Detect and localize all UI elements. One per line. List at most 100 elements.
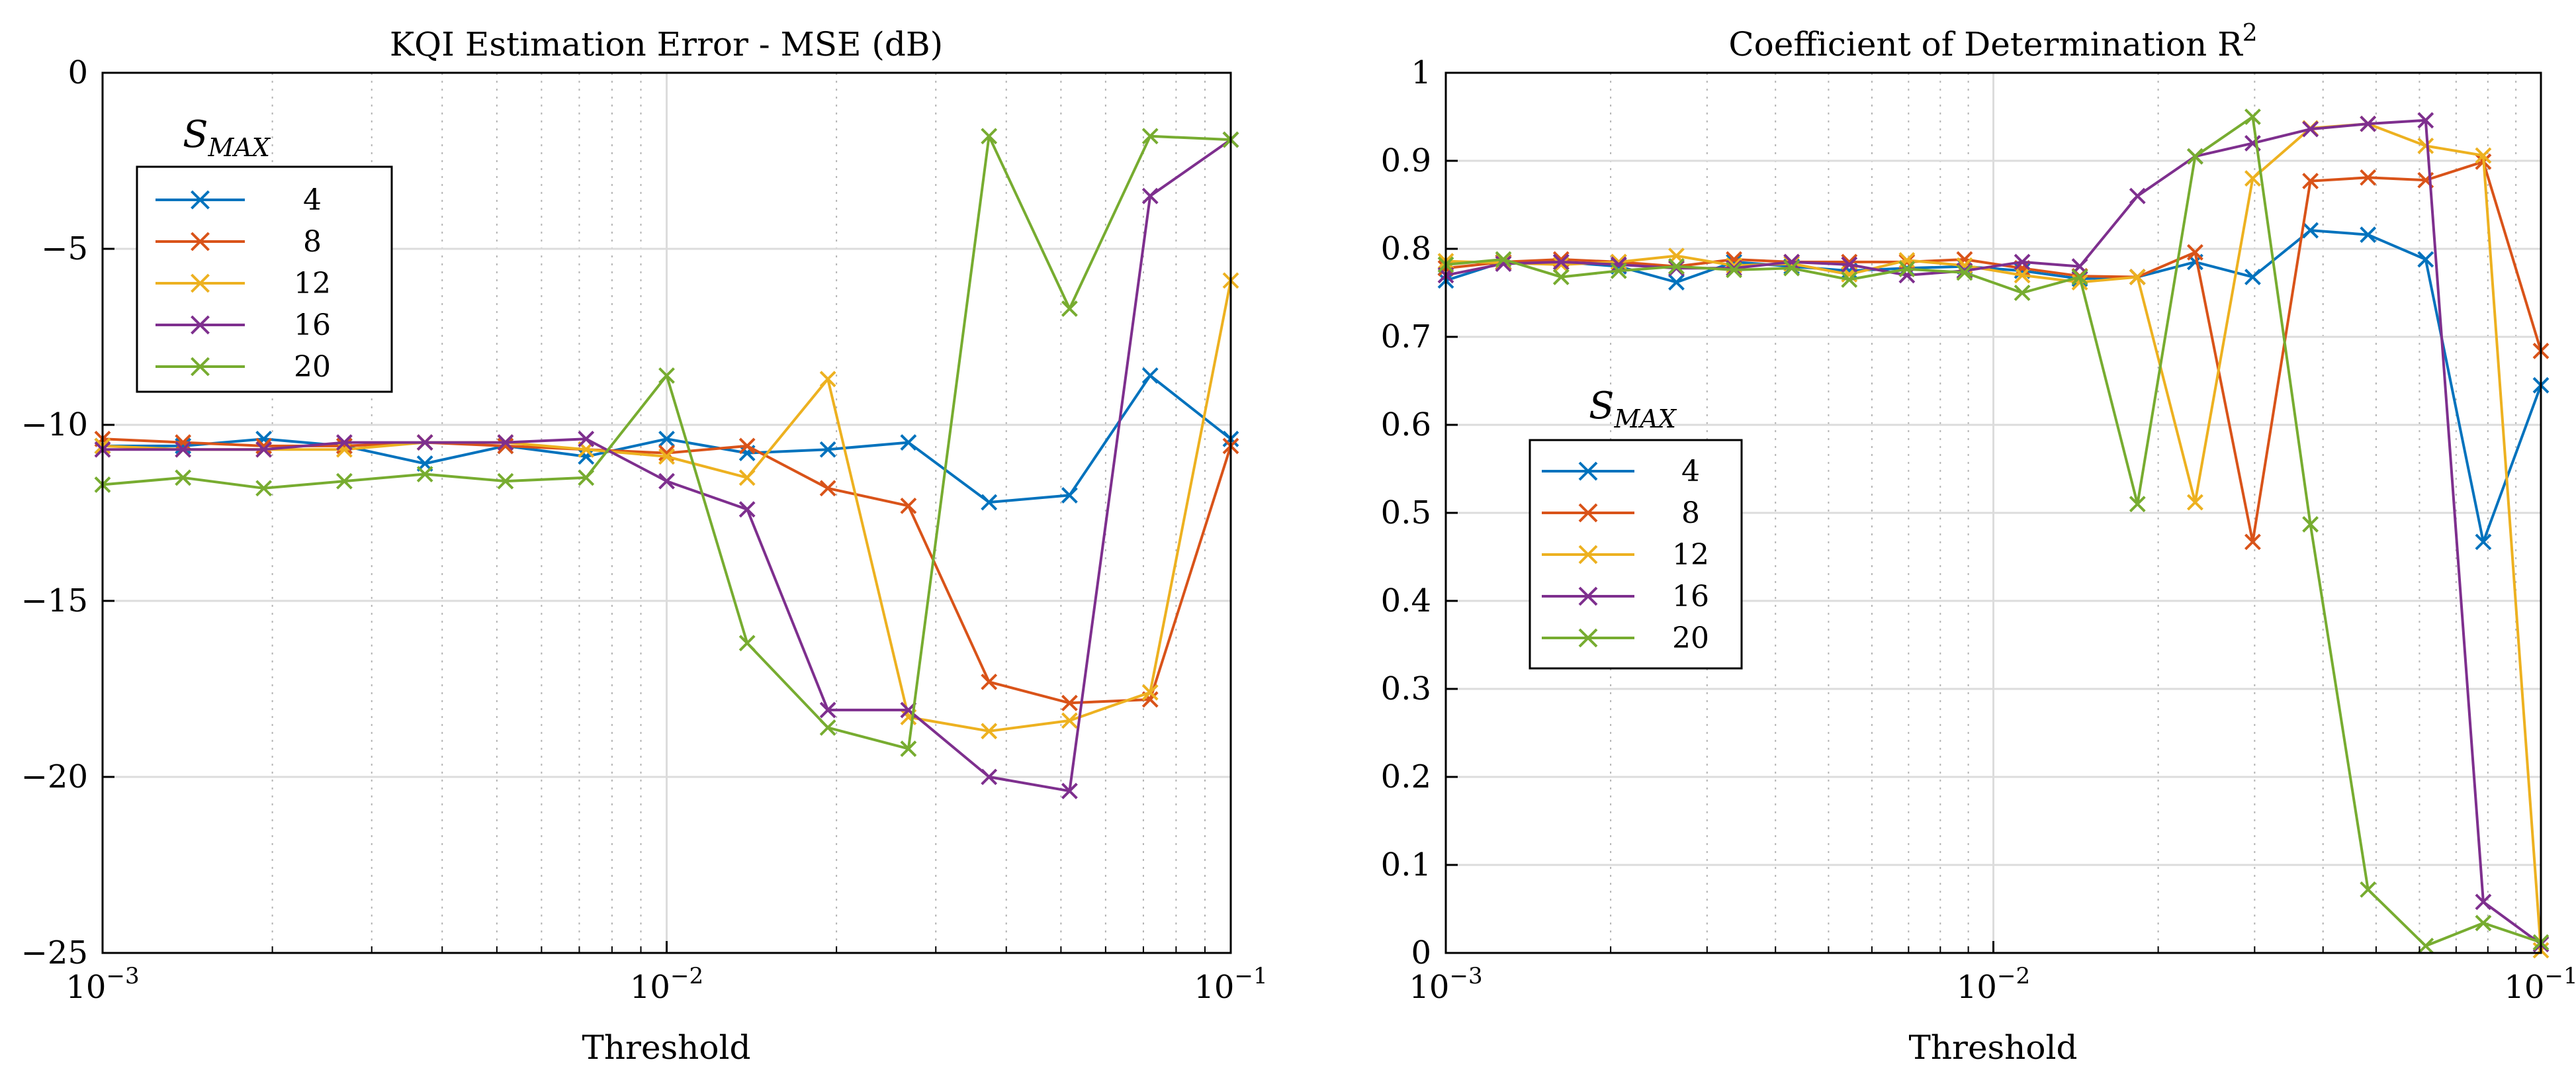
mse-marker-8	[255, 437, 273, 455]
r2-marker-4	[2475, 533, 2492, 551]
r2-marker-4	[1668, 274, 1685, 291]
mse-marker-8	[175, 434, 192, 451]
mse-x-tick-base: 10	[630, 969, 670, 1006]
r2-marker-4	[2417, 251, 2434, 268]
legend-label-4: 4	[1681, 455, 1700, 488]
r2-marker-12	[1552, 256, 1570, 273]
r2-marker-20	[2186, 148, 2203, 165]
r2-marker-12	[2186, 494, 2203, 511]
mse-x-tick-label: 10−3	[66, 963, 139, 1006]
r2-marker-12	[2475, 147, 2492, 164]
mse-marker-12	[1141, 684, 1159, 701]
r2-series-line-16	[1445, 118, 2542, 946]
r2-y-tick-label: 0.7	[1381, 318, 1431, 355]
mse-marker-16	[1141, 187, 1159, 204]
legend-marker-20	[1578, 628, 1598, 648]
mse-marker-12	[335, 441, 353, 458]
r2-marker-20	[1783, 259, 1800, 277]
mse-marker-20	[981, 128, 998, 145]
r2-marker-20	[2475, 915, 2492, 932]
mse-marker-4	[1061, 486, 1078, 504]
r2-marker-16	[1841, 256, 1858, 273]
mse-marker-20	[819, 719, 836, 736]
r2-y-tick-label: 0	[1411, 934, 1431, 971]
r2-marker-20	[1726, 261, 1742, 279]
r2-x-tick-exponent: −2	[1997, 963, 2030, 989]
r2-marker-20	[1956, 264, 1973, 281]
mse-x-tick-exponent: −3	[106, 963, 139, 989]
r2-x-tick-base: 10	[1957, 969, 1997, 1006]
r2-x-tick-labels: 10−3 10−2 10−1	[1409, 963, 2576, 1006]
r2-marker-16	[2360, 115, 2377, 132]
mse-y-tick-label: −5	[41, 230, 88, 267]
r2-marker-8	[1841, 253, 1858, 271]
mse-marker-4	[1141, 367, 1159, 384]
r2-marker-16	[1552, 253, 1570, 271]
legend-label-20: 20	[294, 350, 331, 384]
mse-marker-20	[1061, 300, 1078, 317]
mse-marker-20	[1141, 128, 1159, 145]
legend-label-8: 8	[303, 225, 322, 259]
r2-marker-16	[2417, 112, 2434, 129]
r2-x-tick-label: 10−1	[2504, 963, 2576, 1006]
legend-marker-4	[1578, 461, 1598, 481]
legend-marker-16	[1578, 586, 1598, 606]
mse-x-tick-exponent: −1	[1234, 963, 1267, 989]
mse-x-tick-labels: 10−3 10−2 10−1	[66, 963, 1267, 1006]
r2-y-tick-label: 1	[1411, 54, 1431, 91]
r2-marker-16	[2475, 893, 2492, 911]
mse-x-tick-exponent: −2	[670, 963, 703, 989]
r2-y-tick-label: 0.1	[1381, 846, 1431, 883]
legend-marker-4	[191, 190, 210, 210]
r2-y-tick-label: 0.5	[1381, 494, 1431, 531]
mse-y-tick-label: −15	[21, 582, 88, 619]
r2-marker-8	[2360, 169, 2377, 186]
r2-x-tick-label: 10−2	[1957, 963, 2030, 1006]
mse-legend-title: SMAX	[183, 113, 271, 162]
r2-y-tick-label: 0.3	[1381, 670, 1431, 707]
mse-marker-20	[497, 472, 514, 490]
mse-x-axis-label: Threshold	[582, 1028, 750, 1067]
mse-marker-20	[175, 469, 192, 486]
r2-x-axis-label: Threshold	[1908, 1028, 2077, 1067]
mse-marker-8	[981, 673, 998, 690]
r2-marker-12	[2244, 170, 2261, 187]
mse-marker-16	[497, 434, 514, 451]
r2-marker-20	[1552, 269, 1570, 285]
mse-marker-12	[738, 469, 756, 486]
mse-y-tick-label: −25	[21, 934, 88, 971]
r2-marker-20	[1668, 258, 1685, 275]
legend-label-12: 12	[1672, 538, 1709, 572]
mse-marker-20	[738, 635, 756, 652]
mse-marker-12	[981, 723, 998, 740]
r2-x-tick-base: 10	[1409, 969, 1449, 1006]
legend-marker-12	[1578, 545, 1598, 564]
legend-marker-8	[191, 232, 210, 251]
mse-marker-20	[900, 741, 917, 757]
mse-marker-4	[578, 448, 595, 465]
r2-marker-16	[2129, 187, 2146, 204]
legend-label-16: 16	[294, 308, 331, 342]
mse-y-tick-label: −20	[21, 758, 88, 795]
r2-marker-20	[2302, 516, 2319, 533]
mse-marker-4	[819, 441, 836, 458]
r2-legend: SMAX 4 8 12 16 20	[1529, 384, 1743, 670]
r2-marker-20	[2360, 881, 2377, 898]
r2-legend-title: SMAX	[1589, 384, 1677, 433]
r2-marker-8	[2186, 244, 2203, 261]
legend-marker-12	[191, 273, 210, 293]
mse-marker-16	[335, 434, 353, 451]
r2-marker-20	[1841, 271, 1858, 288]
r2-marker-20	[1898, 261, 1916, 278]
r2-y-tick-labels: 1 0.9 0.8 0.7 0.6 0.5 0.4 0.3 0.2 0.1 0	[1381, 54, 1431, 971]
mse-marker-12	[658, 448, 675, 465]
mse-marker-16	[819, 701, 836, 719]
r2-marker-20	[1495, 251, 1512, 268]
r2-x-tick-label: 10−3	[1409, 963, 1482, 1006]
r2-marker-4	[2302, 222, 2319, 239]
mse-marker-4	[900, 434, 917, 451]
r2-marker-20	[2129, 496, 2146, 513]
legend-label-4: 4	[303, 183, 322, 217]
mse-y-tick-label: 0	[67, 54, 88, 91]
